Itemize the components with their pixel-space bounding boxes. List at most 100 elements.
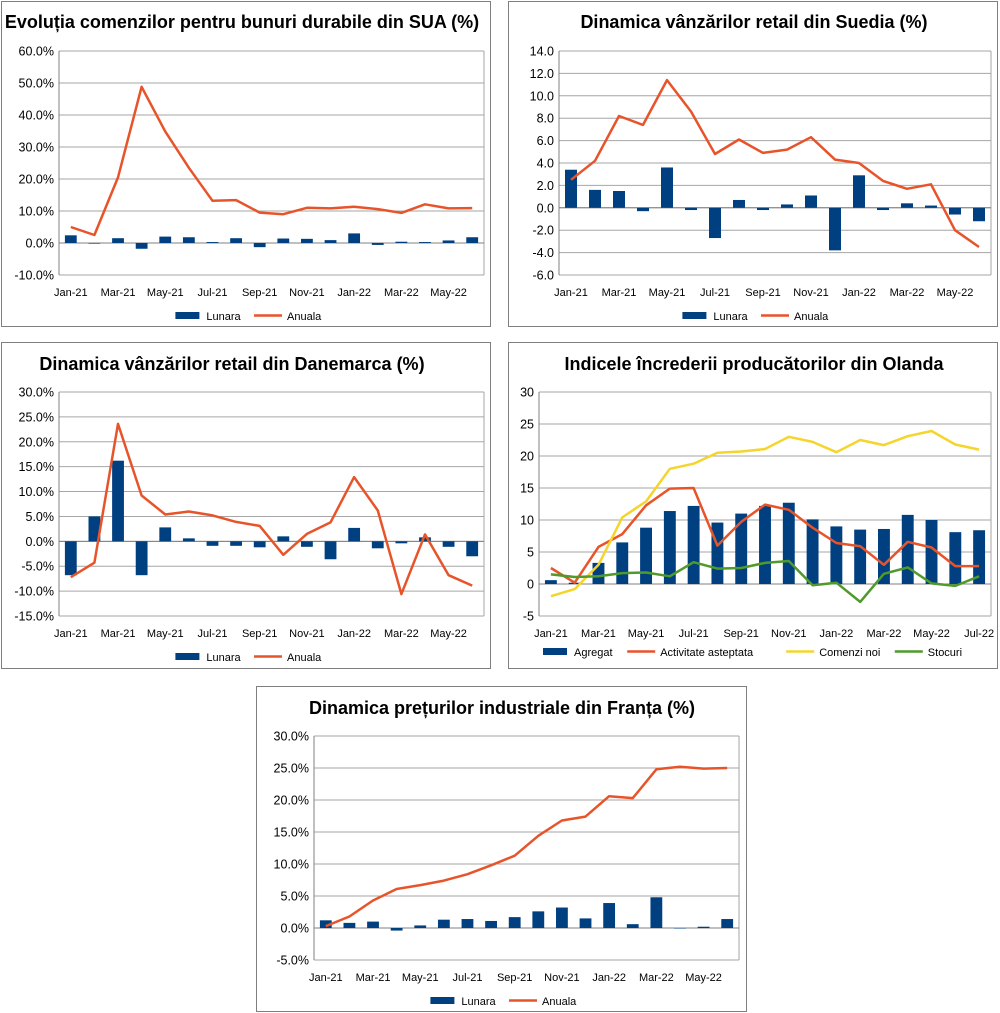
x-tick-label: Nov-21 [289, 287, 324, 299]
bar-lunara [324, 541, 337, 560]
bar-lunara [781, 204, 793, 208]
bar-lunara [877, 207, 889, 211]
x-tick-label: May-21 [147, 628, 184, 640]
y-tick-label: 25.0% [19, 410, 54, 424]
x-tick-label: May-21 [147, 287, 184, 299]
y-tick-label: -5.0% [21, 560, 54, 574]
bar-lunara [135, 541, 148, 576]
y-tick-label: -10.0% [14, 269, 54, 283]
y-tick-label: 30.0% [19, 141, 54, 155]
bar-lunara [371, 541, 384, 549]
chart-svg: Evoluția comenzilor pentru bunuri durabi… [5, 12, 485, 323]
bar-lunara [371, 243, 384, 245]
bar-lunara [685, 207, 697, 211]
bar-lunara [508, 917, 521, 928]
bar-agregat [592, 562, 605, 584]
legend-label: Agregat [574, 647, 613, 659]
line-series-activitate-asteptata [550, 486, 980, 584]
x-tick-label: Mar-22 [639, 972, 674, 984]
legend-label: Lunara [461, 996, 496, 1008]
y-tick-label: 25 [520, 418, 534, 432]
bar-lunara [206, 242, 219, 243]
bar-lunara [721, 919, 734, 928]
y-tick-label: 5 [527, 546, 534, 560]
bar-lunara [697, 926, 710, 928]
y-tick-label: 20.0% [274, 794, 309, 808]
y-tick-label: 20 [520, 450, 534, 464]
bar-lunara [88, 516, 101, 542]
bar-lunara [437, 919, 450, 928]
bar-lunara [419, 242, 431, 243]
legend-label: Lunara [206, 652, 241, 664]
bar-agregat [663, 511, 676, 584]
y-tick-label: 20.0% [19, 435, 54, 449]
x-tick-label: Nov-21 [771, 628, 806, 640]
x-tick-label: Jan-21 [54, 628, 88, 640]
bar-lunara [253, 541, 266, 548]
y-tick-label: 12.0 [530, 67, 554, 81]
legend-marker-bar [175, 312, 200, 319]
x-tick-label: May-22 [937, 287, 974, 299]
y-tick-label: 0.0 [537, 201, 554, 215]
bar-lunara [324, 240, 337, 243]
bar-lunara [277, 536, 290, 542]
bar-lunara [733, 199, 745, 208]
legend-label: Anuala [287, 311, 322, 323]
line-series-anuala [570, 78, 980, 249]
x-tick-label: May-22 [430, 287, 467, 299]
chart-svg: Dinamica vânzărilor retail din Danemarca… [14, 354, 485, 664]
bar-lunara [112, 460, 124, 542]
chart-svg: Dinamica vânzărilor retail din Suedia (%… [530, 12, 992, 323]
y-tick-label: 10.0% [274, 858, 309, 872]
legend-label: Activitate asteptata [660, 647, 754, 659]
bar-agregat [544, 580, 557, 584]
x-tick-label: Nov-21 [793, 287, 828, 299]
bar-lunara [461, 919, 474, 928]
y-tick-label: -5 [523, 610, 534, 624]
y-tick-label: 0.0% [26, 535, 55, 549]
x-tick-label: Jan-22 [337, 287, 371, 299]
bar-lunara [182, 237, 195, 243]
bar-lunara [626, 924, 639, 928]
bar-lunara [253, 243, 266, 248]
x-tick-label: Mar-21 [101, 287, 136, 299]
bar-agregat [949, 532, 962, 584]
bar-lunara [343, 922, 356, 928]
bar-agregat [735, 513, 748, 584]
y-tick-label: 10.0 [530, 89, 554, 103]
legend-label: Anuala [794, 311, 829, 323]
bar-lunara [901, 203, 913, 208]
bar-lunara [613, 191, 625, 208]
bar-lunara [709, 207, 721, 239]
chart-svg: Dinamica prețurilor industriale din Fran… [274, 698, 740, 1008]
bar-lunara [589, 189, 601, 208]
x-tick-label: Mar-21 [356, 972, 391, 984]
bar-lunara [277, 238, 290, 243]
bar-agregat [640, 527, 652, 584]
legend-label: Lunara [206, 311, 241, 323]
line-series-anuala [325, 765, 728, 928]
chart-title: Dinamica prețurilor industriale din Fran… [309, 698, 695, 718]
x-tick-label: Mar-22 [890, 287, 925, 299]
x-tick-label: Jan-21 [534, 628, 568, 640]
bar-lunara [949, 207, 961, 215]
x-tick-label: Mar-22 [384, 628, 419, 640]
y-tick-label: 15.0% [274, 826, 309, 840]
x-tick-label: Sep-21 [745, 287, 780, 299]
y-tick-label: 8.0 [537, 112, 554, 126]
bar-lunara [395, 541, 408, 544]
y-tick-label: -6.0 [532, 269, 554, 283]
bar-lunara [159, 236, 172, 243]
line-series-stocuri [550, 559, 980, 604]
x-tick-label: Jan-22 [337, 628, 371, 640]
y-tick-label: 20.0% [19, 173, 54, 187]
x-tick-label: May-22 [913, 628, 950, 640]
x-tick-label: Jan-21 [554, 287, 588, 299]
chart-title: Dinamica vânzărilor retail din Danemarca… [39, 354, 424, 374]
bar-lunara [925, 205, 937, 208]
bar-lunara [348, 233, 361, 243]
x-tick-label: May-21 [649, 287, 686, 299]
bar-lunara [182, 538, 195, 542]
bar-lunara [64, 235, 77, 243]
bar-agregat [854, 529, 867, 584]
